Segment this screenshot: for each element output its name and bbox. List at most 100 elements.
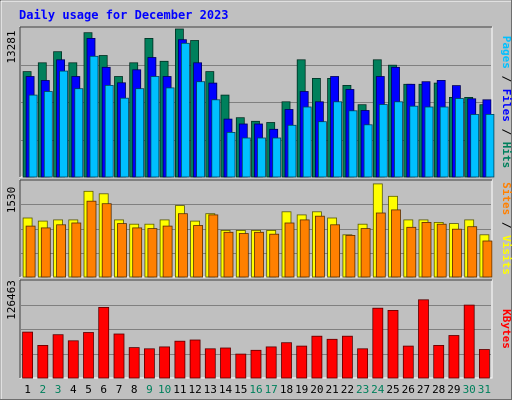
bar-pages-24 — [378, 104, 388, 178]
bar-kbytes-4 — [67, 340, 79, 379]
bar-sites-3 — [56, 224, 66, 278]
bar-kbytes-18 — [281, 342, 292, 379]
panel-kbytes-legend: KBytes — [500, 309, 512, 349]
bar-kbytes-16 — [250, 349, 262, 379]
bar-kbytes-27 — [418, 299, 429, 379]
legend-visits: Visits — [500, 235, 512, 275]
x-tick-2: 2 — [39, 383, 46, 396]
x-tick-6: 6 — [100, 383, 107, 396]
bar-sites-20 — [314, 215, 325, 278]
bar-kbytes-23 — [357, 348, 369, 379]
bar-kbytes-6 — [98, 306, 110, 379]
bar-pages-2 — [43, 91, 53, 178]
bar-kbytes-17 — [265, 346, 277, 379]
bar-pages-9 — [150, 76, 160, 178]
x-tick-18: 18 — [280, 383, 293, 396]
bar-pages-13 — [211, 99, 221, 178]
bar-sites-12 — [193, 225, 204, 278]
chart-title: Daily usage for December 2023 — [19, 8, 229, 22]
bar-pages-18 — [287, 124, 297, 178]
x-tick-15: 15 — [234, 383, 247, 396]
bar-sites-18 — [284, 222, 295, 278]
legend-pages: Pages — [500, 36, 512, 69]
bar-pages-22 — [348, 110, 358, 178]
bar-pages-23 — [363, 124, 373, 178]
bar-kbytes-12 — [189, 339, 201, 379]
bar-sites-15 — [238, 233, 249, 278]
bar-kbytes-20 — [311, 335, 323, 379]
bar-pages-20 — [317, 121, 327, 178]
bar-pages-14 — [226, 131, 236, 178]
bar-pages-16 — [257, 137, 266, 178]
bar-sites-28 — [436, 223, 447, 278]
bar-pages-5 — [89, 55, 99, 178]
bar-sites-4 — [71, 222, 82, 278]
x-tick-5: 5 — [85, 383, 92, 396]
bar-sites-10 — [162, 225, 173, 278]
x-tick-28: 28 — [432, 383, 445, 396]
panel-visits-legend: Sites / Visits — [500, 182, 512, 275]
x-tick-21: 21 — [325, 383, 338, 396]
bar-kbytes-19 — [296, 345, 308, 379]
bar-sites-27 — [421, 221, 432, 278]
panel-hits-legend: Pages / Files / Hits — [500, 36, 512, 169]
bar-kbytes-10 — [159, 346, 171, 379]
panel-hits-max-label: 13281 — [5, 30, 18, 63]
bar-sites-31 — [482, 240, 493, 278]
x-tick-23: 23 — [356, 383, 369, 396]
bar-sites-16 — [254, 231, 264, 278]
bar-pages-21 — [333, 101, 343, 178]
bar-pages-7 — [120, 97, 129, 178]
bar-kbytes-26 — [402, 345, 414, 379]
bar-pages-30 — [470, 114, 480, 178]
bar-kbytes-5 — [83, 332, 94, 379]
bar-sites-14 — [223, 231, 234, 278]
x-tick-8: 8 — [131, 383, 138, 396]
bar-pages-1 — [28, 94, 38, 178]
x-tick-27: 27 — [417, 383, 430, 396]
bar-pages-10 — [165, 87, 175, 178]
bar-kbytes-25 — [387, 309, 399, 379]
x-tick-14: 14 — [219, 383, 233, 396]
bar-pages-15 — [241, 137, 251, 178]
x-tick-30: 30 — [463, 383, 476, 396]
bar-sites-9 — [147, 228, 158, 278]
bar-sites-5 — [86, 200, 97, 278]
x-tick-22: 22 — [341, 383, 354, 396]
bar-sites-17 — [269, 233, 280, 278]
bar-sites-24 — [375, 212, 386, 278]
panel-visits-max-label: 1530 — [5, 187, 18, 214]
bar-kbytes-28 — [433, 344, 445, 379]
x-tick-29: 29 — [447, 383, 460, 396]
x-tick-25: 25 — [386, 383, 399, 396]
x-tick-17: 17 — [265, 383, 278, 396]
x-tick-9: 9 — [146, 383, 153, 396]
bar-pages-4 — [74, 88, 84, 178]
legend-kbytes: KBytes — [500, 309, 512, 349]
bar-kbytes-14 — [220, 347, 231, 379]
bar-kbytes-7 — [113, 333, 125, 379]
bar-pages-25 — [394, 101, 403, 178]
panel-kbytes-max-label: 126463 — [5, 280, 18, 320]
bar-pages-19 — [302, 106, 312, 178]
x-tick-12: 12 — [188, 383, 201, 396]
legend-hits: Hits — [500, 142, 512, 169]
x-tick-19: 19 — [295, 383, 308, 396]
bar-sites-23 — [360, 228, 371, 278]
bar-kbytes-2 — [37, 344, 49, 379]
bar-pages-8 — [135, 88, 145, 178]
x-tick-31: 31 — [478, 383, 491, 396]
bar-pages-3 — [59, 70, 68, 178]
x-tick-3: 3 — [55, 383, 62, 396]
bar-kbytes-30 — [463, 304, 475, 379]
x-tick-20: 20 — [310, 383, 323, 396]
bar-sites-7 — [117, 223, 127, 278]
bar-pages-28 — [439, 106, 449, 178]
x-tick-16: 16 — [249, 383, 262, 396]
bar-kbytes-29 — [448, 335, 460, 379]
x-tick-7: 7 — [116, 383, 123, 396]
x-tick-24: 24 — [371, 383, 385, 396]
bar-pages-17 — [272, 137, 282, 178]
